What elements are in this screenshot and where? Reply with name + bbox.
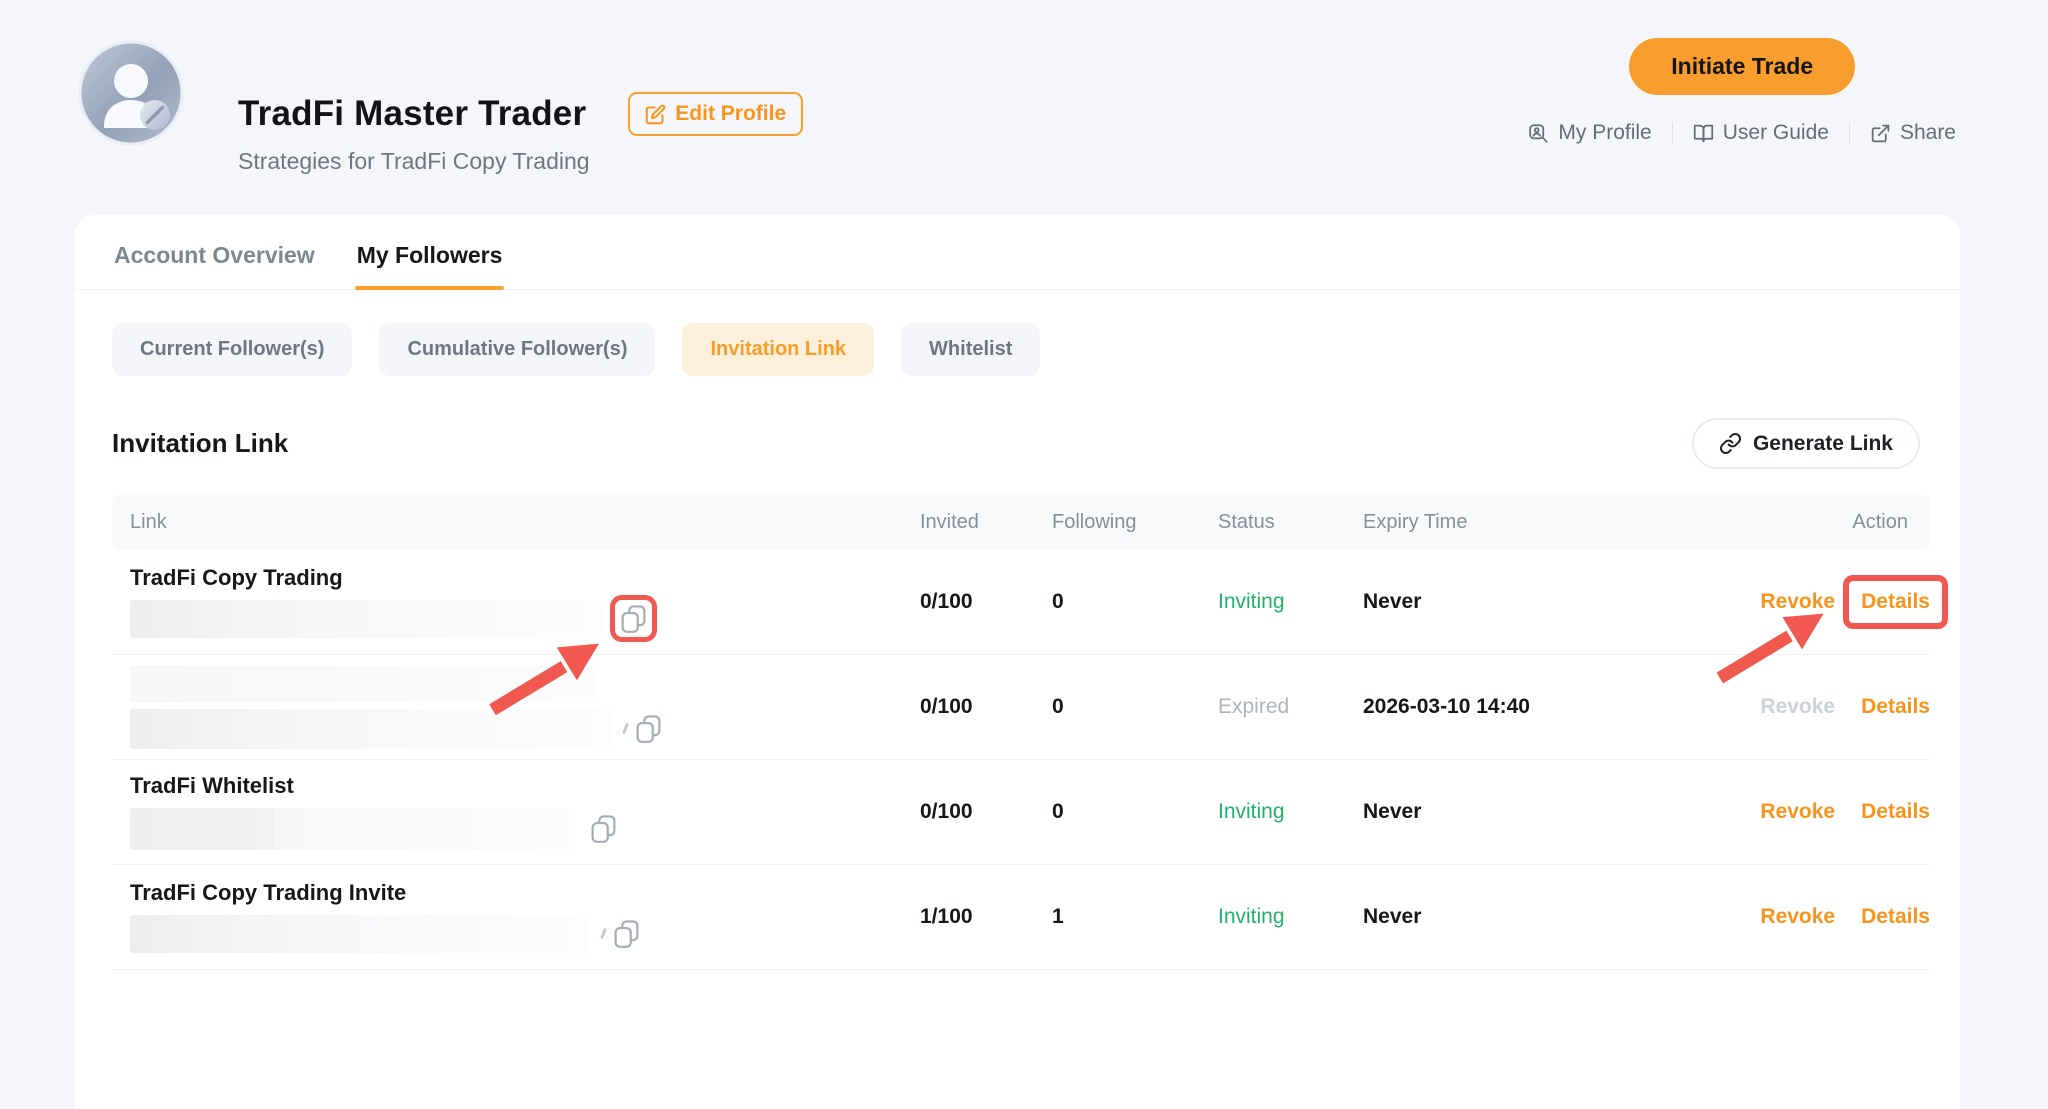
generate-link-label: Generate Link xyxy=(1752,431,1893,455)
link-name: TradFi Copy Trading xyxy=(130,565,343,591)
redacted-link-blur xyxy=(130,807,575,850)
filter-cumulative-followers[interactable]: Cumulative Follower(s) xyxy=(379,323,656,376)
column-header-following: Following xyxy=(1052,511,1137,533)
table-row: TradFi Copy Trading Invite 1/100 1 Invit… xyxy=(112,865,1930,970)
table-row: TradFi Copy Trading 0/100 0 Inviti xyxy=(112,550,1948,655)
column-header-status: Status xyxy=(1218,511,1275,533)
following-value: 1 xyxy=(1052,905,1064,928)
status-badge: Inviting xyxy=(1218,590,1285,613)
table-row: TradFi Whitelist 0/100 0 Inviting Never … xyxy=(112,760,1930,865)
expiry-value: Never xyxy=(1363,590,1422,613)
tab-bar: Account Overview My Followers xyxy=(75,215,1960,290)
invited-value: 0/100 xyxy=(920,695,973,718)
redacted-text-fragment xyxy=(622,722,629,735)
user-guide-label: User Guide xyxy=(1722,121,1829,144)
redacted-text-fragment xyxy=(600,927,607,940)
section-title: Invitation Link xyxy=(112,428,289,458)
share-label: Share xyxy=(1899,121,1956,144)
share-link[interactable]: Share xyxy=(1870,121,1956,145)
my-profile-label: My Profile xyxy=(1558,121,1652,144)
status-badge: Inviting xyxy=(1218,800,1285,823)
invitation-link-table: Link Invited Following Status Expiry Tim… xyxy=(112,495,1948,970)
annotation-highlight-box xyxy=(610,595,657,643)
edit-profile-button[interactable]: Edit Profile xyxy=(628,92,804,136)
generate-link-button[interactable]: Generate Link xyxy=(1691,418,1920,469)
invited-value: 0/100 xyxy=(920,800,973,823)
expiry-value: Never xyxy=(1363,905,1422,928)
following-value: 0 xyxy=(1052,590,1064,613)
profile-subtitle: Strategies for TradFi Copy Trading xyxy=(238,148,590,174)
redacted-link-blur xyxy=(130,914,588,953)
invited-value: 0/100 xyxy=(920,590,973,613)
my-profile-link[interactable]: My Profile xyxy=(1528,121,1652,145)
book-open-icon xyxy=(1693,123,1714,144)
initiate-trade-button[interactable]: Initiate Trade xyxy=(1629,38,1856,95)
column-header-invited: Invited xyxy=(920,511,979,533)
details-link[interactable]: Details xyxy=(1861,695,1930,718)
external-link-icon xyxy=(1870,123,1891,144)
details-link[interactable]: Details xyxy=(1861,590,1930,613)
divider xyxy=(1671,121,1673,145)
following-value: 0 xyxy=(1052,800,1064,823)
page-title: TradFi Master Trader xyxy=(238,94,587,133)
redacted-link-blur xyxy=(130,708,610,749)
copy-icon[interactable] xyxy=(619,604,648,633)
divider xyxy=(1848,121,1850,145)
column-header-expiry: Expiry Time xyxy=(1363,511,1468,533)
tab-my-followers[interactable]: My Followers xyxy=(354,242,505,290)
user-guide-link[interactable]: User Guide xyxy=(1693,121,1829,145)
table-header: Link Invited Following Status Expiry Tim… xyxy=(112,495,1930,550)
copy-icon[interactable] xyxy=(634,714,663,743)
link-name: TradFi Whitelist xyxy=(130,773,294,799)
annotation-highlight-box: Details xyxy=(1843,575,1948,629)
followers-card: Account Overview My Followers Current Fo… xyxy=(75,215,1960,1109)
revoke-link-disabled: Revoke xyxy=(1760,695,1836,718)
following-value: 0 xyxy=(1052,695,1064,718)
expiry-value: Never xyxy=(1363,800,1422,823)
revoke-link[interactable]: Revoke xyxy=(1760,590,1836,613)
redacted-link-blur xyxy=(130,599,605,638)
link-name: TradFi Copy Trading Invite xyxy=(130,880,407,906)
revoke-link[interactable]: Revoke xyxy=(1760,905,1836,928)
details-link[interactable]: Details xyxy=(1861,905,1930,928)
chain-link-icon xyxy=(1719,432,1742,455)
header-actions: Initiate Trade My Profile User Guid xyxy=(1528,38,1956,145)
tab-account-overview[interactable]: Account Overview xyxy=(114,242,315,268)
column-header-link: Link xyxy=(130,511,167,533)
expiry-value: 2026-03-10 14:40 xyxy=(1363,695,1530,718)
copy-icon[interactable] xyxy=(589,814,618,843)
status-badge: Expired xyxy=(1218,695,1290,718)
avatar xyxy=(78,40,184,146)
filter-current-followers[interactable]: Current Follower(s) xyxy=(112,323,353,376)
edit-profile-label: Edit Profile xyxy=(675,102,787,125)
status-badge: Inviting xyxy=(1218,905,1285,928)
details-link[interactable]: Details xyxy=(1861,800,1930,823)
copy-icon[interactable] xyxy=(612,919,641,948)
edit-icon xyxy=(645,104,666,125)
redacted-name-blur xyxy=(130,665,598,702)
filter-whitelist[interactable]: Whitelist xyxy=(901,323,1041,376)
user-search-icon xyxy=(1528,123,1549,144)
filter-bar: Current Follower(s) Cumulative Follower(… xyxy=(75,290,1960,376)
revoke-link[interactable]: Revoke xyxy=(1760,800,1836,823)
invited-value: 1/100 xyxy=(920,905,973,928)
table-row: 0/100 0 Expired 2026-03-10 14:40 Revoke … xyxy=(112,655,1930,760)
filter-invitation-link[interactable]: Invitation Link xyxy=(682,323,875,376)
column-header-action: Action xyxy=(1852,511,1908,533)
